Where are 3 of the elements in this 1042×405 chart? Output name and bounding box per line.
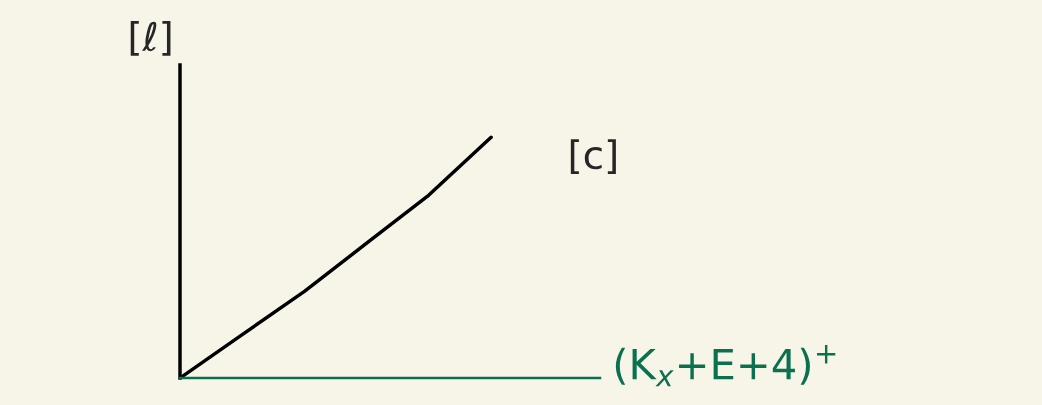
text: [c] <box>570 139 616 174</box>
y-axis-title: [ℓ] <box>130 21 171 56</box>
x-axis-title: (K$_{x}$+E+4)$^{+}$ <box>615 345 836 387</box>
